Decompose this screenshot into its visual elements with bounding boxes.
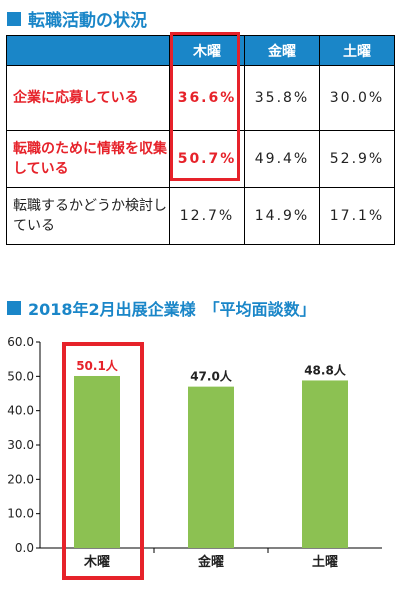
- status-section-title: 転職活動の状況: [7, 6, 147, 31]
- y-tick-label: 50.0: [7, 369, 34, 383]
- bar: [74, 375, 120, 548]
- thursday-column-highlight: [170, 32, 240, 181]
- y-tick-label: 60.0: [7, 335, 34, 349]
- row-label-applying: 企業に応募している: [6, 65, 170, 131]
- y-tick-label: 0.0: [15, 541, 34, 555]
- bar-data-label: 50.1人: [76, 358, 119, 373]
- y-tick-label: 40.0: [7, 404, 34, 418]
- square-bullet-icon: [7, 11, 21, 26]
- chart-section-title: 2018年2月出展企業様 「平均面談数」: [7, 296, 316, 320]
- status-table: 木曜 金曜 土曜 企業に応募している 36.6% 35.8% 30.0% 転職の…: [6, 35, 395, 245]
- y-tick-label: 20.0: [7, 472, 34, 486]
- cell-considering-saturday: 17.1%: [319, 187, 395, 245]
- header-corner-cell: [6, 35, 170, 66]
- bar-data-label: 47.0人: [190, 369, 233, 384]
- cell-applying-friday: 35.8%: [244, 65, 320, 131]
- cell-considering-thursday: 12.7%: [169, 187, 245, 245]
- x-tick-label: 土曜: [312, 554, 338, 570]
- header-friday: 金曜: [244, 35, 320, 66]
- bar: [188, 386, 234, 548]
- header-saturday: 土曜: [319, 35, 395, 66]
- cell-applying-saturday: 30.0%: [319, 65, 395, 131]
- table-row: 企業に応募している 36.6% 35.8% 30.0%: [6, 65, 395, 131]
- x-tick-label: 木曜: [83, 554, 110, 570]
- cell-considering-friday: 14.9%: [244, 187, 320, 245]
- bar-data-label: 48.8人: [304, 362, 347, 377]
- cell-collecting-friday: 49.4%: [244, 130, 320, 188]
- status-table-title: 転職活動の状況: [28, 11, 147, 31]
- row-label-collecting: 転職のために情報を収集している: [6, 130, 170, 188]
- y-tick-label: 10.0: [7, 507, 34, 521]
- row-label-considering: 転職するかどうか検討している: [6, 187, 170, 245]
- square-bullet-icon: [7, 301, 21, 315]
- chart-title: 2018年2月出展企業様 「平均面談数」: [28, 300, 316, 319]
- cell-collecting-saturday: 52.9%: [319, 130, 395, 188]
- thursday-bar-highlight: [62, 342, 144, 580]
- bar: [302, 380, 348, 548]
- x-tick-label: 金曜: [197, 554, 224, 570]
- y-tick-label: 30.0: [7, 438, 34, 452]
- table-row: 転職するかどうか検討している 12.7% 14.9% 17.1%: [6, 187, 395, 245]
